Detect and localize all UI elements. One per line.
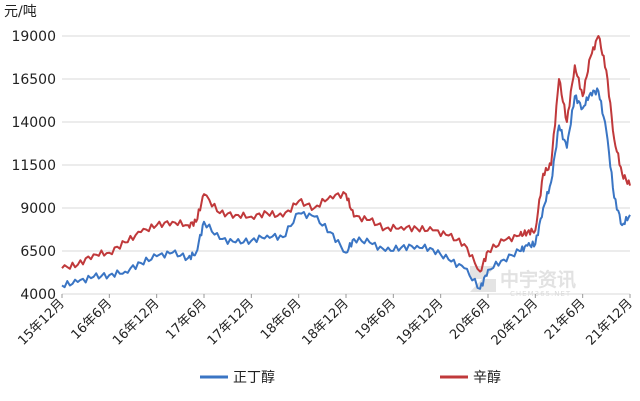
y-tick-label: 6500 [20, 244, 56, 260]
x-tick-label: 16年12月 [110, 296, 162, 348]
y-tick-label: 11500 [11, 158, 56, 174]
x-tick-label: 19年12月 [394, 296, 446, 348]
y-tick-label: 9000 [20, 201, 56, 217]
series-line-2 [61, 35, 631, 273]
y-tick-label: 4000 [20, 287, 56, 303]
x-tick-label: 15年12月 [15, 296, 67, 348]
legend-label: 辛醇 [473, 369, 501, 386]
x-tick-label: 20年6月 [447, 296, 494, 343]
x-tick-label: 18年6月 [258, 296, 305, 343]
x-tick-label: 21年6月 [542, 296, 589, 343]
x-tick-label: 20年12月 [489, 296, 541, 348]
series-lines [61, 35, 631, 290]
legend-label: 正丁醇 [233, 369, 275, 386]
x-tick-label: 18年12月 [299, 296, 351, 348]
x-tick-label: 16年6月 [69, 296, 116, 343]
grid-lines [62, 35, 630, 295]
x-tick-label: 19年6月 [353, 296, 400, 343]
y-axis-ticks: 4000 6500 9000 11500 14000 16500 19000 [11, 29, 56, 303]
legend: 正丁醇 辛醇 [200, 369, 501, 386]
watermark-site-text: CHEM365.NET [510, 290, 571, 298]
watermark-logo: 中宇资讯 CHEM365.NET [470, 266, 576, 298]
y-tick-label: 14000 [11, 115, 56, 131]
watermark-brand-text: 中宇资讯 [500, 268, 576, 291]
x-tick-label: 21年12月 [583, 296, 635, 348]
y-tick-label: 19000 [11, 29, 56, 45]
y-axis-unit-label: 元/吨 [4, 4, 37, 20]
x-tick-label: 17年12月 [205, 296, 257, 348]
x-tick-label: 17年6月 [163, 296, 210, 343]
y-tick-label: 16500 [11, 72, 56, 88]
series-line-1 [61, 87, 631, 290]
